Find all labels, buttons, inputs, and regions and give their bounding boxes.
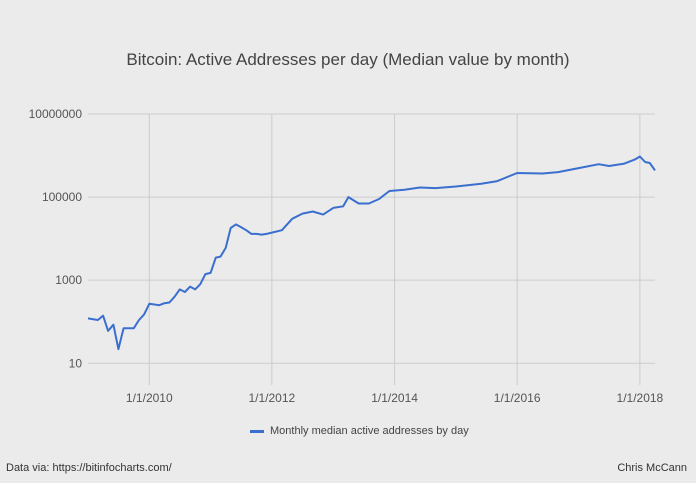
x-tick-label: 1/1/2018 xyxy=(617,391,664,405)
x-tick-label: 1/1/2014 xyxy=(371,391,418,405)
y-tick-label: 1000 xyxy=(55,273,82,287)
x-tick-label: 1/1/2016 xyxy=(494,391,541,405)
legend-swatch xyxy=(250,429,264,433)
y-axis-ticks: 10 1000 100000 10000000 xyxy=(29,107,83,370)
x-axis-ticks: 1/1/2010 1/1/2012 1/1/2014 1/1/2016 1/1/2018 xyxy=(126,391,664,405)
legend: Monthly median active addresses by day xyxy=(250,424,469,438)
author-credit: Chris McCann xyxy=(617,462,687,474)
y-tick-label: 10000000 xyxy=(29,107,83,121)
source-note: Data via: https://bitinfocharts.com/ xyxy=(6,462,172,474)
chart-title: Bitcoin: Active Addresses per day (Media… xyxy=(126,50,570,69)
series-line xyxy=(87,155,656,351)
x-tick-label: 1/1/2012 xyxy=(248,391,295,405)
y-tick-label: 10 xyxy=(69,356,83,370)
gridlines xyxy=(88,113,655,385)
legend-label: Monthly median active addresses by day xyxy=(270,425,469,437)
x-tick-label: 1/1/2010 xyxy=(126,391,173,405)
y-tick-label: 100000 xyxy=(42,190,82,204)
